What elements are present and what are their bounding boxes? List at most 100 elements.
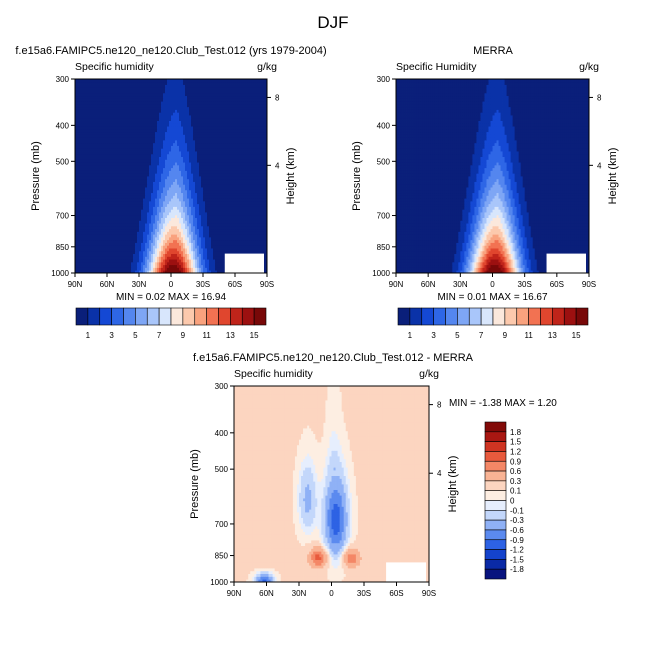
- heatmap-cell: [103, 259, 106, 263]
- heatmap-cell: [207, 250, 210, 254]
- heatmap-cell: [119, 228, 122, 232]
- heatmap-cell: [151, 248, 154, 252]
- heatmap-cell: [107, 234, 110, 238]
- heatmap-cell: [147, 225, 150, 230]
- heatmap-cell: [261, 228, 264, 232]
- heatmap-cell: [115, 248, 118, 252]
- heatmap-cell: [211, 228, 214, 232]
- heatmap-cell: [171, 259, 174, 263]
- heatmap-cell: [117, 231, 120, 235]
- heatmap-cell: [161, 264, 164, 268]
- heatmap-cell: [149, 264, 152, 268]
- heatmap-cell: [253, 248, 256, 252]
- heatmap-cell: [169, 242, 172, 246]
- heatmap-cell: [197, 264, 200, 268]
- heatmap-cell: [161, 225, 164, 230]
- heatmap-cell: [193, 242, 196, 246]
- heatmap-cell: [117, 223, 120, 227]
- heatmap-cell: [121, 236, 124, 241]
- heatmap-cell: [177, 256, 180, 260]
- heatmap-cell: [143, 223, 146, 227]
- heatmap-cell: [179, 225, 182, 230]
- heatmap-cell: [201, 256, 204, 260]
- heatmap-cell: [263, 259, 266, 263]
- heatmap-cell: [217, 261, 220, 266]
- heatmap-cell: [95, 228, 98, 232]
- heatmap-cell: [245, 228, 248, 232]
- heatmap-cell: [113, 225, 116, 230]
- heatmap-cell: [179, 245, 182, 249]
- heatmap-cell: [125, 264, 128, 268]
- heatmap-cell: [139, 231, 142, 235]
- heatmap-cell: [199, 225, 202, 230]
- heatmap-cell: [165, 242, 168, 246]
- heatmap-cell: [111, 261, 114, 266]
- heatmap-cell: [207, 228, 210, 232]
- heatmap-cell: [235, 242, 238, 246]
- heatmap-cell: [85, 231, 88, 235]
- heatmap-cell: [121, 242, 124, 246]
- heatmap-cell: [129, 264, 132, 268]
- heatmap-cell: [89, 239, 92, 243]
- heatmap-cell: [113, 223, 116, 227]
- heatmap-cell: [207, 239, 210, 243]
- heatmap-cell: [187, 239, 190, 243]
- heatmap-cell: [227, 239, 230, 243]
- heatmap-cell: [203, 234, 206, 238]
- heatmap-cell: [143, 267, 146, 271]
- heatmap-cell: [111, 270, 114, 274]
- heatmap-cell: [167, 250, 170, 254]
- heatmap-cell: [205, 228, 208, 232]
- heatmap-cell: [197, 236, 200, 241]
- heatmap-cell: [265, 234, 268, 238]
- heatmap-cell: [123, 236, 126, 241]
- heatmap-cell: [263, 248, 266, 252]
- heatmap-cell: [187, 261, 190, 266]
- heatmap-cell: [187, 245, 190, 249]
- heatmap-cell: [203, 270, 206, 274]
- heatmap-cell: [185, 225, 188, 230]
- heatmap-cell: [107, 256, 110, 260]
- heatmap-cell: [143, 264, 146, 268]
- heatmap-cell: [167, 253, 170, 257]
- heatmap-cell: [169, 270, 172, 274]
- heatmap-cell: [191, 228, 194, 232]
- heatmap-cell: [233, 250, 236, 254]
- heatmap-cell: [175, 236, 178, 241]
- heatmap-cell: [135, 225, 138, 230]
- heatmap-cell: [85, 250, 88, 254]
- heatmap-cell: [159, 270, 162, 274]
- heatmap-cell: [127, 245, 130, 249]
- heatmap-cell: [169, 248, 172, 252]
- heatmap-cell: [109, 239, 112, 243]
- heatmap-cell: [183, 264, 186, 268]
- heatmap-cell: [181, 248, 184, 252]
- heatmap-cell: [171, 231, 174, 235]
- heatmap-cell: [199, 248, 202, 252]
- heatmap-cell: [233, 228, 236, 232]
- heatmap-cell: [183, 228, 186, 232]
- heatmap-cell: [97, 239, 100, 243]
- heatmap-cell: [163, 245, 166, 249]
- heatmap-cell: [221, 239, 224, 243]
- heatmap-cell: [175, 259, 178, 263]
- heatmap-cell: [125, 245, 128, 249]
- heatmap-cell: [235, 231, 238, 235]
- heatmap-cell: [205, 236, 208, 241]
- heatmap-cell: [237, 250, 240, 254]
- heatmap-cell: [107, 253, 110, 257]
- heatmap-cell: [89, 228, 92, 232]
- heatmap-cell: [221, 231, 224, 235]
- heatmap-cell: [223, 267, 226, 271]
- heatmap-cell: [119, 270, 122, 274]
- heatmap-cell: [157, 223, 160, 227]
- heatmap-cell: [205, 248, 208, 252]
- heatmap-cell: [119, 253, 122, 257]
- heatmap-cell: [191, 256, 194, 260]
- heatmap-cell: [151, 234, 154, 238]
- heatmap-cell: [127, 239, 130, 243]
- heatmap-cell: [81, 223, 84, 227]
- heatmap-cell: [193, 256, 196, 260]
- heatmap-cell: [203, 261, 206, 266]
- heatmap-cell: [89, 259, 92, 263]
